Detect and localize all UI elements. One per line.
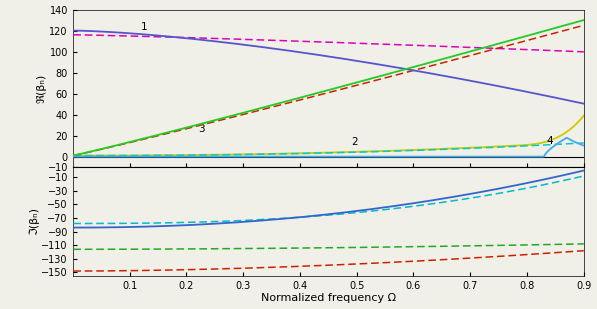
Text: 4: 4: [547, 136, 553, 146]
Y-axis label: ℑ(βₙ): ℑ(βₙ): [29, 207, 40, 235]
Text: 3: 3: [198, 125, 204, 134]
Text: 1: 1: [141, 22, 147, 32]
Text: 2: 2: [351, 137, 358, 147]
X-axis label: Normalized frequency Ω: Normalized frequency Ω: [261, 294, 396, 303]
Y-axis label: ℜ(βₙ): ℜ(βₙ): [36, 74, 46, 103]
